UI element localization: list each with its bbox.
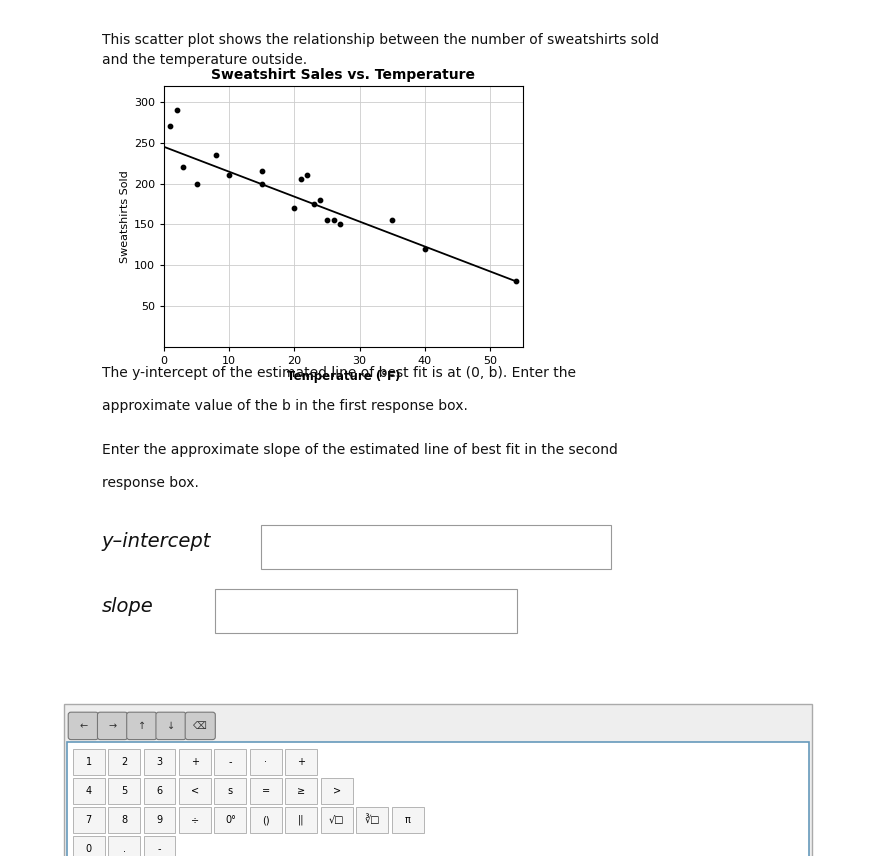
Text: =: = bbox=[261, 786, 270, 796]
Text: ⌫: ⌫ bbox=[193, 721, 207, 731]
Point bbox=[209, 148, 223, 162]
Text: 0: 0 bbox=[86, 844, 91, 854]
Text: -: - bbox=[229, 757, 232, 767]
Text: ||: || bbox=[298, 815, 305, 825]
Text: 6: 6 bbox=[157, 786, 162, 796]
Text: approximate value of the b in the first response box.: approximate value of the b in the first … bbox=[102, 399, 468, 413]
Text: >: > bbox=[332, 786, 341, 796]
Text: 0°: 0° bbox=[225, 815, 236, 825]
Point bbox=[385, 213, 400, 227]
Text: ←: ← bbox=[79, 721, 88, 731]
Text: 3: 3 bbox=[157, 757, 162, 767]
Text: +: + bbox=[190, 757, 199, 767]
Text: √□: √□ bbox=[329, 815, 345, 825]
Point bbox=[190, 176, 204, 190]
Point bbox=[287, 201, 301, 215]
Y-axis label: Sweatshirts Sold: Sweatshirts Sold bbox=[120, 169, 129, 263]
Point bbox=[300, 169, 315, 182]
Point bbox=[314, 193, 328, 206]
Text: This scatter plot shows the relationship between the number of sweatshirts sold: This scatter plot shows the relationship… bbox=[102, 33, 659, 46]
Point bbox=[176, 160, 190, 174]
Point bbox=[163, 120, 177, 134]
Point bbox=[509, 275, 524, 288]
Text: 2: 2 bbox=[120, 757, 128, 767]
Text: 1: 1 bbox=[86, 757, 91, 767]
Text: s: s bbox=[228, 786, 233, 796]
Text: and the temperature outside.: and the temperature outside. bbox=[102, 53, 307, 67]
Point bbox=[307, 197, 321, 211]
Point bbox=[170, 104, 184, 117]
Text: 9: 9 bbox=[157, 815, 162, 825]
Point bbox=[254, 176, 268, 190]
Text: 8: 8 bbox=[121, 815, 127, 825]
Text: .: . bbox=[122, 844, 126, 854]
Point bbox=[418, 242, 432, 256]
Text: ÷: ÷ bbox=[190, 815, 199, 825]
Text: 4: 4 bbox=[86, 786, 91, 796]
Text: 5: 5 bbox=[120, 786, 128, 796]
Text: <: < bbox=[190, 786, 199, 796]
Text: response box.: response box. bbox=[102, 476, 198, 490]
Title: Sweatshirt Sales vs. Temperature: Sweatshirt Sales vs. Temperature bbox=[212, 68, 475, 81]
Text: ≥: ≥ bbox=[297, 786, 306, 796]
Text: -: - bbox=[158, 844, 161, 854]
Point bbox=[326, 213, 340, 227]
Text: →: → bbox=[108, 721, 117, 731]
Text: ·: · bbox=[264, 757, 268, 767]
Point bbox=[294, 173, 308, 187]
Text: The y-intercept of the estimated line of best fit is at (0, b). Enter the: The y-intercept of the estimated line of… bbox=[102, 366, 576, 380]
Text: y–intercept: y–intercept bbox=[102, 532, 211, 551]
X-axis label: Temperature (°F): Temperature (°F) bbox=[287, 370, 400, 383]
Text: +: + bbox=[297, 757, 306, 767]
Point bbox=[254, 164, 268, 178]
Text: π: π bbox=[405, 815, 410, 825]
Text: ↑: ↑ bbox=[137, 721, 146, 731]
Text: Enter the approximate slope of the estimated line of best fit in the second: Enter the approximate slope of the estim… bbox=[102, 443, 618, 457]
Text: 7: 7 bbox=[85, 815, 92, 825]
Text: (): () bbox=[262, 815, 269, 825]
Text: slope: slope bbox=[102, 597, 153, 615]
Text: ∛□: ∛□ bbox=[364, 815, 380, 825]
Point bbox=[333, 217, 347, 231]
Point bbox=[222, 169, 237, 182]
Text: ↓: ↓ bbox=[167, 721, 175, 731]
Point bbox=[320, 213, 334, 227]
